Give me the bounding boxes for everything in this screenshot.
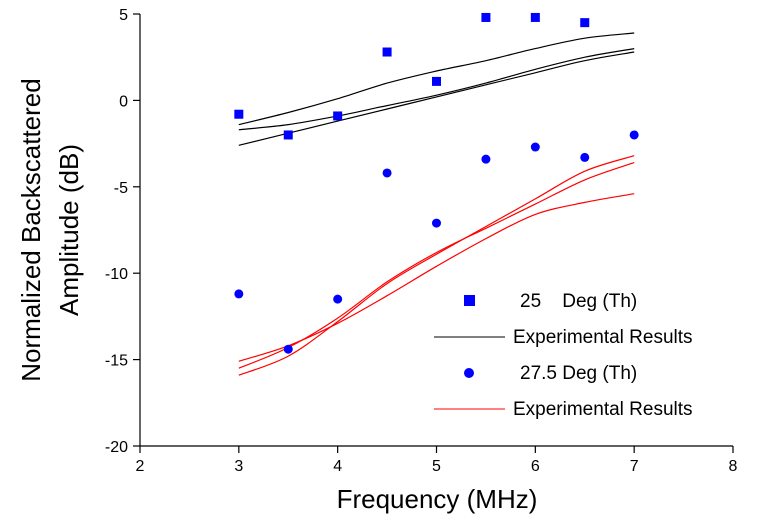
series-layer [234, 13, 638, 375]
square-data-point [531, 13, 540, 22]
y-tick-label: -15 [105, 353, 128, 370]
x-tick-label: 4 [333, 458, 342, 475]
circle-data-point [481, 155, 490, 164]
x-tick-label: 3 [234, 458, 243, 475]
y-tick-label: 0 [119, 93, 128, 110]
square-data-point [284, 130, 293, 139]
y-axis-title-line-1: Normalized Backscattered [16, 78, 46, 381]
x-axis-title: Frequency (MHz) [337, 484, 538, 514]
x-tick-label: 8 [729, 458, 738, 475]
legend-label-27-5-deg: 27.5 Deg (Th) [520, 363, 637, 384]
circle-data-point [531, 143, 540, 152]
legend-label-25-deg: 25 Deg (Th) [520, 291, 637, 312]
series-1-line-2 [239, 52, 634, 145]
y-tick-label: -20 [105, 439, 128, 456]
square-data-point [333, 111, 342, 120]
square-data-point [481, 13, 490, 22]
legend-label-experimental-black: Experimental Results [513, 327, 693, 348]
x-tick-label: 5 [432, 458, 441, 475]
square-data-point [234, 110, 243, 119]
y-tick-label: 5 [119, 7, 128, 24]
series-1-line-1 [239, 49, 634, 130]
legend-marker-circle [464, 368, 474, 378]
circle-data-point [234, 289, 243, 298]
circle-data-point [333, 295, 342, 304]
y-axis-title-line-2: Amplitude (dB) [54, 144, 84, 316]
x-tick-label: 7 [630, 458, 639, 475]
circle-data-point [383, 168, 392, 177]
circle-data-point [432, 219, 441, 228]
legend-marker-square [464, 295, 475, 306]
square-data-point [383, 48, 392, 57]
square-data-point [432, 77, 441, 86]
y-axis-title: Normalized Backscattered Amplitude (dB) [16, 78, 84, 381]
y-tick-label: -10 [105, 266, 128, 283]
circle-data-point [580, 153, 589, 162]
y-tick-label: -5 [114, 180, 128, 197]
circle-data-point [284, 345, 293, 354]
x-tick-label: 2 [136, 458, 145, 475]
legend: 25 Deg (Th) Experimental Results 27.5 De… [434, 291, 693, 420]
x-tick-label: 6 [531, 458, 540, 475]
circle-data-point [630, 130, 639, 139]
legend-label-experimental-red: Experimental Results [513, 399, 693, 420]
square-data-point [580, 18, 589, 27]
